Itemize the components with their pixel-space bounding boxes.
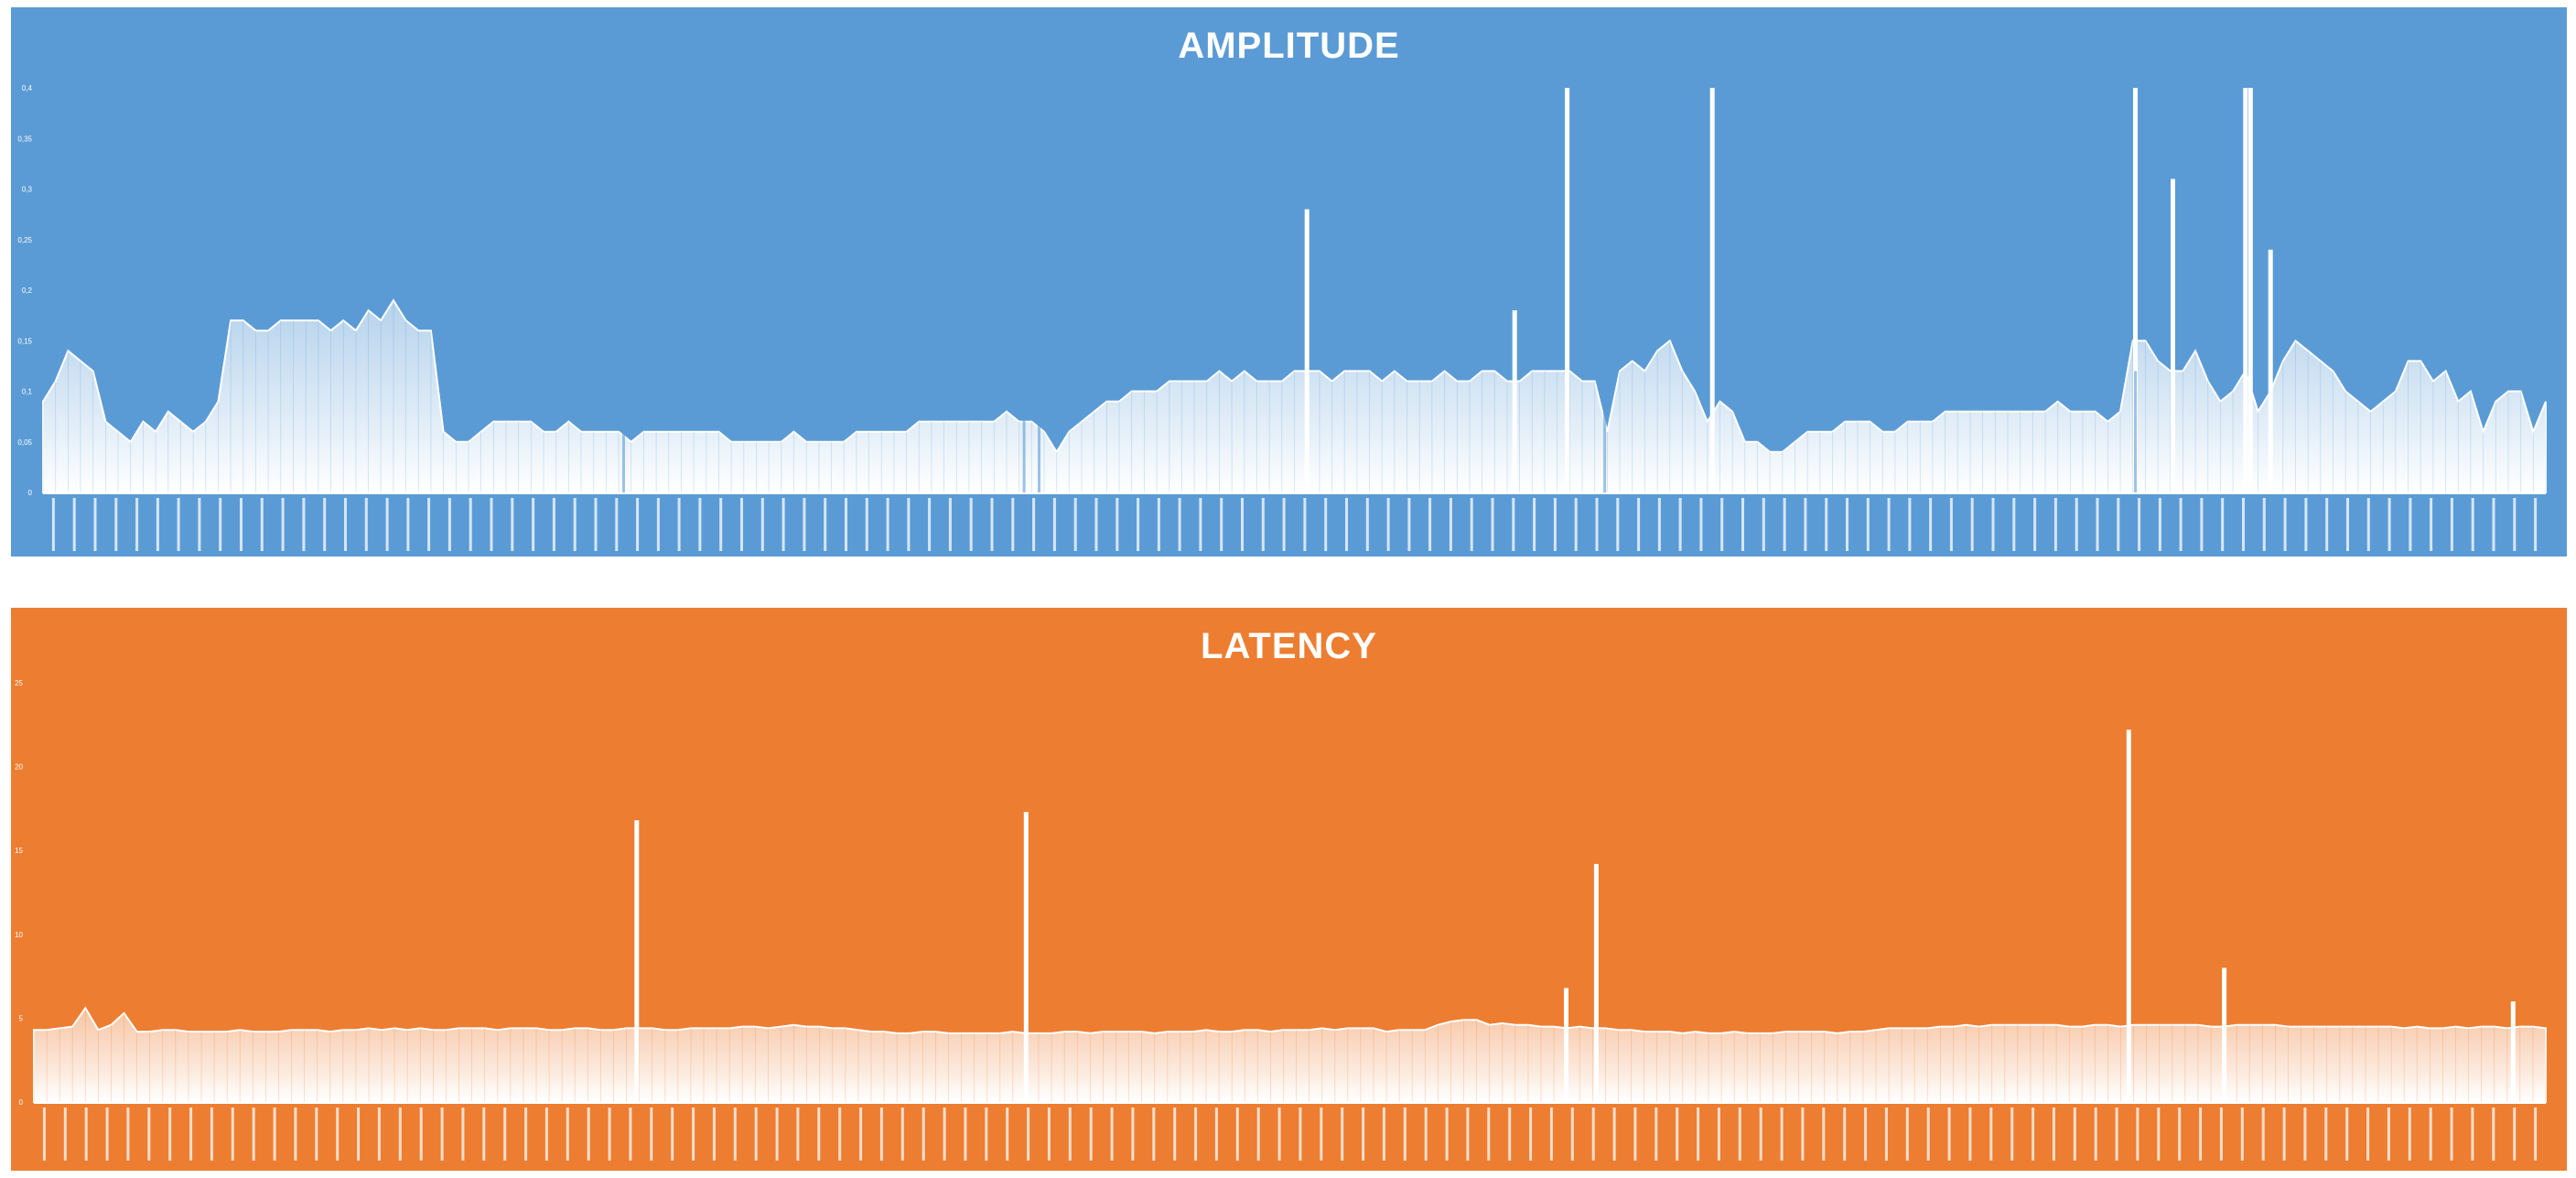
- amplitude-y-tick-label: 0,1: [22, 388, 33, 396]
- latency-y-tick-label: 0: [19, 1098, 24, 1107]
- amplitude-y-tick-label: 0,25: [17, 236, 32, 244]
- amplitude-chart-svg: 0 0,05 0,1 0,15 0,2 0,25 0,3 0,35 0,4: [17, 84, 2547, 551]
- amplitude-spike: [2171, 178, 2175, 492]
- latency-y-tick-label: 20: [15, 763, 23, 772]
- latency-spike: [2126, 729, 2131, 1102]
- latency-spike: [1593, 863, 1599, 1102]
- latency-spike: [2510, 1001, 2516, 1102]
- latency-series-area: [33, 1006, 2547, 1103]
- amplitude-dip: [2134, 371, 2137, 492]
- latency-spike: [1564, 988, 1568, 1102]
- amplitude-y-tick-label: 0,05: [17, 438, 32, 447]
- amplitude-chart-panel: AMPLITUDE 0 0,05 0,1 0,15 0,2 0,25 0,3 0,35 0,4: [11, 7, 2567, 557]
- amplitude-spike: [2243, 88, 2248, 492]
- latency-y-tick-label: 15: [15, 847, 23, 855]
- latency-y-tick-label: 25: [15, 679, 23, 687]
- latency-texture: [33, 1008, 2547, 1102]
- amplitude-y-tick-label: 0,15: [17, 337, 32, 345]
- amplitude-chart-title: AMPLITUDE: [1178, 26, 1400, 66]
- latency-spike: [1023, 812, 1029, 1102]
- amplitude-spike: [2268, 249, 2273, 492]
- latency-spike: [2222, 967, 2227, 1102]
- latency-spike: [634, 820, 640, 1102]
- amplitude-dip: [1022, 371, 1026, 492]
- amplitude-y-tick-label: 0: [28, 489, 33, 497]
- latency-x-ticks: [42, 1108, 2538, 1161]
- amplitude-spike: [1565, 88, 1570, 492]
- latency-y-tick-label: 5: [19, 1014, 24, 1022]
- amplitude-dip: [1038, 371, 1040, 492]
- amplitude-spike: [2133, 88, 2138, 492]
- amplitude-dip: [622, 371, 625, 492]
- amplitude-spike: [1512, 310, 1517, 492]
- amplitude-dip: [1603, 371, 1607, 492]
- amplitude-y-tick-label: 0,3: [22, 186, 33, 194]
- amplitude-spike: [2247, 88, 2253, 492]
- amplitude-spike: [1304, 209, 1310, 492]
- amplitude-series-area: [42, 298, 2547, 493]
- latency-y-tick-label: 10: [15, 931, 23, 939]
- latency-chart-svg: 0 5 10 15 20 25: [15, 679, 2547, 1161]
- amplitude-spike: [1709, 88, 1715, 492]
- latency-chart-title: LATENCY: [1201, 626, 1377, 666]
- latency-chart-panel: LATENCY 0 5 10 15 20 25: [11, 608, 2567, 1171]
- amplitude-y-tick-label: 0,35: [17, 135, 32, 143]
- amplitude-x-ticks: [51, 498, 2538, 551]
- amplitude-texture: [42, 300, 2547, 492]
- amplitude-y-tick-label: 0,4: [22, 84, 33, 92]
- amplitude-y-tick-label: 0,2: [22, 286, 33, 295]
